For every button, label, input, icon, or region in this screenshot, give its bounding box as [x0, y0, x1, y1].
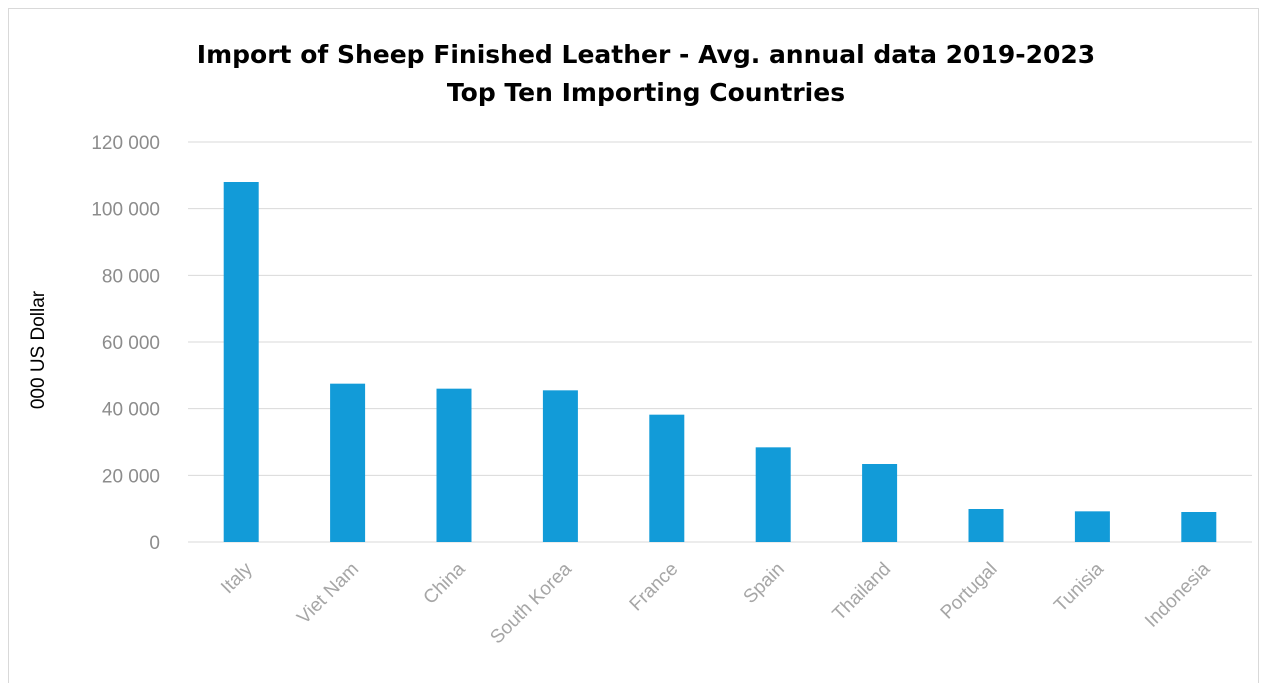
y-tick-label: 60 000 [102, 333, 160, 354]
x-tick-label: Tunisia [1050, 558, 1108, 616]
x-tick-label: Spain [740, 559, 789, 608]
gridlines [188, 141, 1252, 543]
y-axis-label: 000 US Dollar [28, 290, 49, 409]
x-tick-label: South Korea [486, 558, 576, 648]
bar-viet-nam [330, 383, 366, 542]
bar-indonesia [1181, 512, 1217, 542]
y-tick-label: 20 000 [102, 466, 160, 487]
bar-thailand [862, 464, 898, 542]
bar-china [436, 388, 472, 542]
bar-spain [755, 447, 791, 542]
x-axis-ticks: Italy Viet Nam China South Korea France Spain… [217, 558, 1214, 648]
x-tick-label: Italy [217, 558, 257, 598]
x-tick-label: France [626, 559, 683, 616]
bar-italy [223, 182, 259, 542]
y-axis-ticks: 0 20 000 40 000 60 000 80 000 100 000 120 000 [91, 133, 160, 554]
chart-frame [8, 8, 1259, 683]
y-tick-label: 80 000 [102, 266, 160, 287]
y-tick-label: 120 000 [91, 133, 160, 154]
bar-portugal [968, 509, 1004, 542]
bar-south-korea [542, 390, 578, 542]
chart-subtitle: Top Ten Importing Countries [447, 78, 845, 107]
x-tick-label: Thailand [829, 559, 895, 625]
chart-title: Import of Sheep Finished Leather - Avg. … [197, 40, 1095, 69]
y-tick-label: 40 000 [102, 400, 160, 421]
x-tick-label: China [420, 558, 470, 608]
y-tick-label: 0 [149, 533, 160, 554]
y-tick-label: 100 000 [91, 200, 160, 221]
x-tick-label: Portugal [937, 559, 1002, 624]
bar-france [649, 414, 685, 542]
x-tick-label: Indonesia [1141, 558, 1214, 631]
bar-tunisia [1074, 511, 1110, 542]
x-tick-label: Viet Nam [293, 559, 363, 629]
bars [223, 182, 1217, 542]
